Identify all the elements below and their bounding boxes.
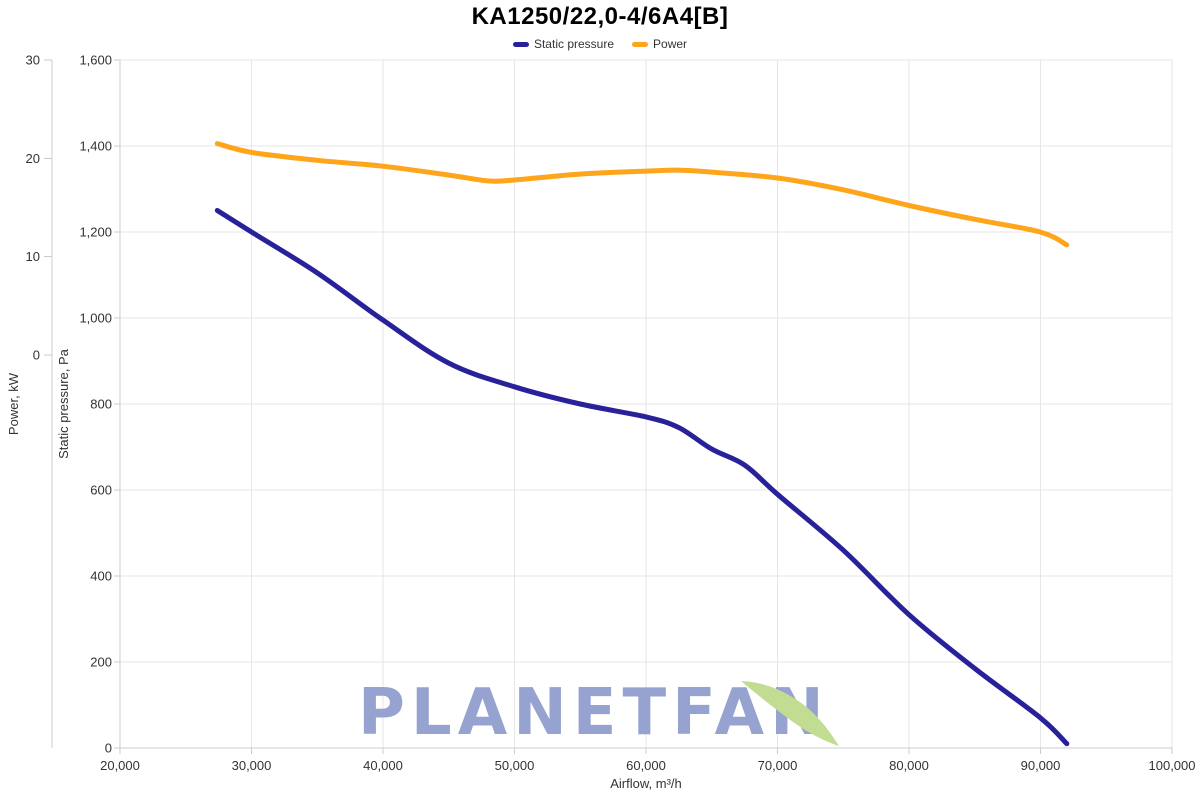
power-tick-label: 20 [26, 151, 40, 166]
pressure-tick-label: 1,000 [79, 311, 112, 326]
legend-item-static-pressure[interactable]: Static pressure [512, 37, 615, 51]
x-tick-label: 60,000 [626, 758, 666, 773]
power-axis-title: Power, kW [6, 372, 21, 435]
pressure-tick-label: 1,600 [79, 53, 112, 68]
pressure-tick-label: 1,200 [79, 225, 112, 240]
x-tick-label: 80,000 [889, 758, 929, 773]
x-tick-label: 70,000 [758, 758, 798, 773]
x-tick-label: 100,000 [1149, 758, 1196, 773]
pressure-tick-label: 400 [90, 569, 112, 584]
legend-swatch-power [632, 41, 649, 47]
x-tick-label: 90,000 [1021, 758, 1061, 773]
pressure-tick-label: 600 [90, 483, 112, 498]
x-tick-label: 20,000 [100, 758, 140, 773]
legend-item-power[interactable]: Power [632, 37, 687, 51]
leaf-shape [741, 681, 839, 746]
legend-label-static-pressure: Static pressure [533, 37, 615, 51]
x-tick-label: 50,000 [495, 758, 535, 773]
legend-label-power: Power [653, 37, 688, 51]
x-tick-label: 30,000 [232, 758, 272, 773]
x-tick-label: 40,000 [363, 758, 403, 773]
series-curve-power [214, 141, 1070, 248]
watermark-text-main: PLANETFA [358, 676, 771, 750]
legend-swatch-static-pressure [512, 41, 529, 47]
power-tick-label: 0 [33, 348, 40, 363]
chart-title: KA1250/22,0-4/6A4[B] [471, 3, 729, 30]
pressure-tick-label: 800 [90, 397, 112, 412]
pressure-tick-label: 0 [105, 741, 112, 756]
pressure-tick-label: 1,400 [79, 139, 112, 154]
power-tick-label: 10 [26, 249, 40, 264]
x-axis-title: Airflow, m³/h [610, 776, 682, 791]
power-tick-label: 30 [26, 53, 40, 68]
pressure-tick-label: 200 [90, 655, 112, 670]
legend: Static pressure Power [0, 37, 1200, 51]
pressure-axis-title: Static pressure, Pa [56, 348, 71, 459]
series-curve-static-pressure [214, 208, 1070, 747]
watermark-leaf-icon [741, 681, 839, 746]
